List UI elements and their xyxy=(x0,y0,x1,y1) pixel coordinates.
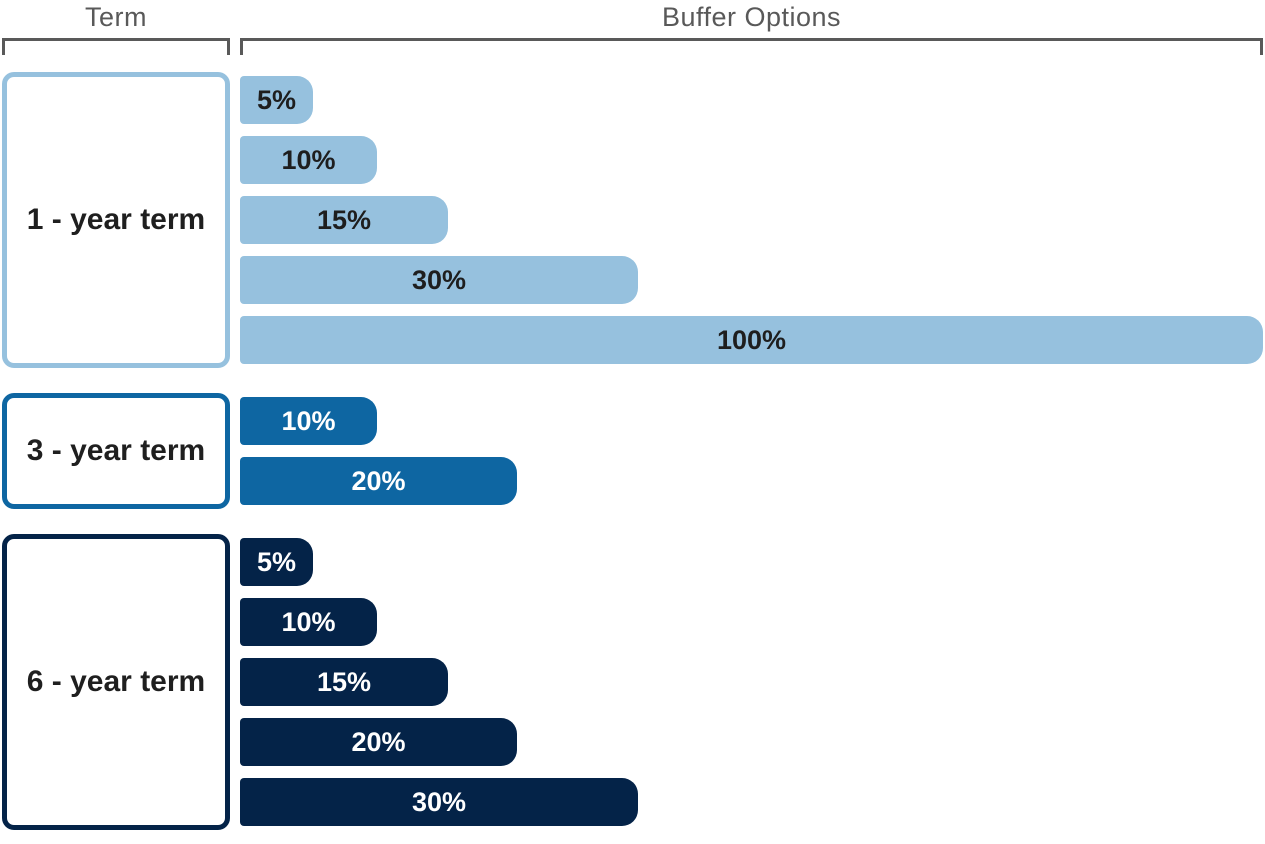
buffer-bar: 30% xyxy=(240,778,638,826)
term-box: 1 - year term xyxy=(2,72,230,368)
buffer-bar-label: 5% xyxy=(256,84,297,115)
buffer-bars: 5% 10% 15% 30% 100% xyxy=(240,72,1263,368)
buffer-bar: 5% xyxy=(240,538,313,586)
buffer-bar-label: 20% xyxy=(351,726,406,757)
buffer-bar: 20% xyxy=(240,457,517,505)
buffer-bar: 15% xyxy=(240,196,448,244)
buffer-bar: 15% xyxy=(240,658,448,706)
buffer-bar-label: 20% xyxy=(351,465,406,496)
buffer-bar: 20% xyxy=(240,718,517,766)
buffer-bar-label: 10% xyxy=(281,144,336,175)
group-3-year-term: 3 - year term 10% 20% xyxy=(2,393,1263,509)
group-6-year-term: 6 - year term 5% 10% 15% 20% 30% xyxy=(2,534,1263,830)
column-header-buffer: Buffer Options xyxy=(240,0,1263,55)
buffer-bars: 10% 20% xyxy=(240,393,517,509)
buffer-bars: 5% 10% 15% 20% 30% xyxy=(240,534,638,830)
term-box-label: 1 - year term xyxy=(26,203,206,236)
buffer-options-header-label: Buffer Options xyxy=(661,2,842,32)
buffer-options-bracket xyxy=(240,38,1263,55)
term-groups: 1 - year term 5% 10% 15% 30% 100% 3 - year ter… xyxy=(2,72,1263,830)
column-header-term: Term xyxy=(2,0,230,55)
buffer-bar: 100% xyxy=(240,316,1263,364)
term-box-label: 6 - year term xyxy=(26,665,206,698)
term-header-label: Term xyxy=(85,2,147,32)
buffer-bar-label: 10% xyxy=(281,405,336,436)
buffer-bar-label: 15% xyxy=(316,666,372,697)
term-box: 6 - year term xyxy=(2,534,230,830)
term-box: 3 - year term xyxy=(2,393,230,509)
buffer-bar-label: 5% xyxy=(256,546,297,577)
buffer-bar: 30% xyxy=(240,256,638,304)
buffer-bar-label: 30% xyxy=(411,786,467,817)
buffer-bar-label: 15% xyxy=(316,204,372,235)
term-box-label: 3 - year term xyxy=(26,434,206,467)
buffer-bar-label: 30% xyxy=(411,264,467,295)
buffer-bar: 10% xyxy=(240,598,377,646)
group-1-year-term: 1 - year term 5% 10% 15% 30% 100% xyxy=(2,72,1263,368)
term-bracket xyxy=(2,38,230,55)
buffer-bar: 10% xyxy=(240,397,377,445)
buffer-bar-label: 100% xyxy=(716,324,787,355)
buffer-bar-label: 10% xyxy=(281,606,336,637)
buffer-bar: 5% xyxy=(240,76,313,124)
buffer-bar: 10% xyxy=(240,136,377,184)
